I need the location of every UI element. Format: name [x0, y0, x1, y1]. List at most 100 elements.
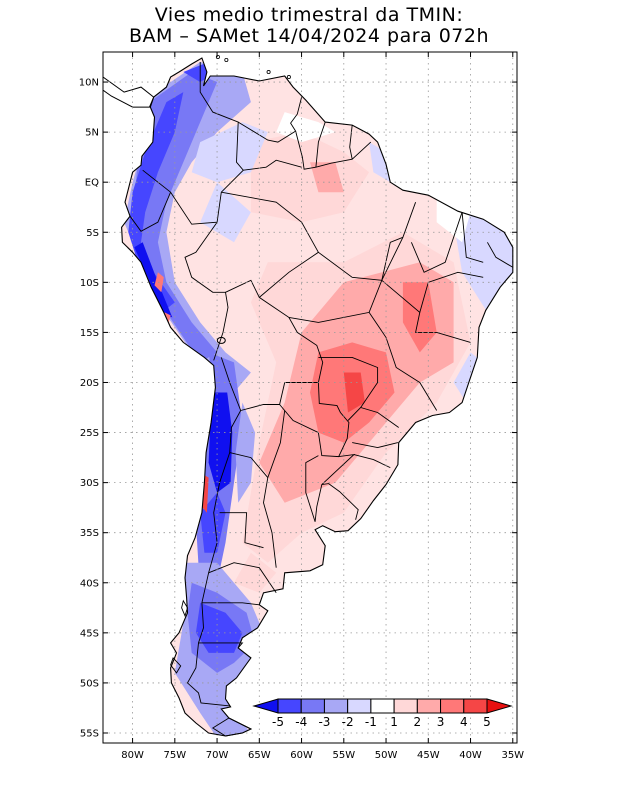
lat-tick-label: 40S — [80, 578, 99, 589]
bias-region — [191, 122, 268, 183]
colorbar-box — [393, 698, 418, 714]
colorbar-box — [277, 698, 302, 714]
bias-region — [343, 372, 365, 413]
colorbar-label: 2 — [414, 715, 422, 729]
colorbar-label: -4 — [295, 715, 307, 729]
island-dot — [286, 75, 291, 80]
colorbar: -5 -4 -3 -2 -1 1 2 3 4 5 — [252, 698, 513, 729]
lat-tick-label: 15S — [80, 328, 99, 339]
border-line — [410, 212, 463, 273]
lat-tick-label: 50S — [80, 678, 99, 689]
border-line — [170, 62, 244, 225]
bias-region — [310, 162, 344, 193]
island-outline — [170, 657, 182, 674]
border-line — [487, 242, 514, 268]
lon-tick-label: 60W — [290, 750, 313, 761]
colorbar-label: -3 — [318, 715, 330, 729]
colorbar-box — [416, 698, 442, 714]
border-line — [243, 159, 302, 171]
border-line — [419, 271, 484, 313]
coastline — [121, 55, 514, 737]
border-line — [237, 121, 296, 143]
lon-tick-label: 50W — [375, 750, 398, 761]
border-line — [208, 562, 277, 594]
lat-tick-label: 45S — [80, 628, 99, 639]
border-line — [201, 602, 260, 606]
colorbar-box — [440, 698, 465, 714]
colorbar-box — [347, 698, 372, 714]
island-outline — [181, 599, 188, 618]
border-line — [353, 454, 391, 469]
lat-tick-label: 20S — [80, 378, 99, 389]
border-line — [461, 212, 484, 263]
lon-tick-label: 55W — [332, 750, 355, 761]
island-dot — [266, 70, 271, 75]
colorbar-box — [300, 698, 325, 714]
colorbar-box — [463, 698, 488, 714]
border-line — [279, 382, 350, 458]
border-line — [315, 121, 326, 168]
island-dot — [224, 58, 229, 63]
lat-tick-label: 30S — [80, 478, 99, 489]
border-line — [290, 96, 372, 170]
lat-tick-label: 10N — [79, 78, 99, 89]
map-title-line2: BAM – SAMet 14/04/2024 para 072h — [128, 25, 490, 47]
lon-tick-label: 35W — [501, 750, 524, 761]
colorbar-label: -5 — [272, 715, 284, 729]
lat-tick-label: 55S — [80, 728, 99, 739]
colorbar-label: -1 — [365, 715, 377, 729]
border-line — [368, 312, 438, 411]
lon-tick-label: 75W — [164, 750, 187, 761]
colorbar-box — [323, 698, 349, 714]
border-line — [360, 407, 399, 428]
bias-region — [195, 602, 243, 653]
border-line — [318, 356, 379, 421]
colorbar-label: 5 — [483, 715, 491, 729]
colorbar-label: 3 — [437, 715, 445, 729]
island-dot — [215, 55, 220, 60]
south-america-coastline — [121, 57, 514, 737]
colorbar-label: 1 — [390, 715, 398, 729]
colorbar-arrow-high — [486, 698, 513, 714]
bias-region — [134, 242, 173, 318]
lake-titicaca — [216, 336, 226, 344]
axis-ticks: 10N 5N EQ 5S 10S 15S 20S 25S 30S 35S 40S 45S 50S 55S 8… — [79, 52, 524, 761]
lat-tick-label: 5N — [85, 128, 99, 139]
map-frame — [102, 51, 518, 744]
map-title-line1: Vies medio trimestral da TMIN: — [154, 4, 464, 26]
border-line — [221, 191, 319, 298]
lon-tick-label: 40W — [459, 750, 482, 761]
island-outline — [211, 717, 252, 737]
border-line — [220, 279, 324, 412]
border-line — [198, 642, 244, 649]
lat-tick-label: 10S — [80, 278, 99, 289]
lon-tick-label: 45W — [417, 750, 440, 761]
bias-region — [234, 552, 277, 593]
lon-tick-label: 65W — [248, 750, 271, 761]
border-line — [381, 236, 404, 281]
border-line — [219, 512, 264, 549]
colorbar-label: -2 — [342, 715, 354, 729]
border-line — [314, 483, 359, 522]
colorbar-box — [370, 698, 395, 714]
bias-region — [453, 202, 513, 313]
border-line — [129, 192, 172, 232]
border-line — [305, 455, 319, 522]
border-line — [263, 410, 286, 568]
lat-tick-label: 25S — [80, 428, 99, 439]
bias-region — [250, 132, 370, 223]
bias-region — [208, 392, 233, 493]
lat-tick-label: EQ — [85, 178, 99, 189]
bias-region — [200, 182, 251, 243]
border-line — [184, 221, 229, 361]
country-borders — [103, 62, 514, 707]
lat-tick-label: 5S — [86, 228, 99, 239]
border-line — [381, 279, 471, 343]
border-line — [352, 442, 399, 449]
bias-region — [235, 402, 256, 503]
colorbar-label: 4 — [460, 715, 468, 729]
lon-tick-label: 80W — [121, 750, 144, 761]
border-line — [142, 169, 171, 193]
border-line — [229, 452, 269, 478]
